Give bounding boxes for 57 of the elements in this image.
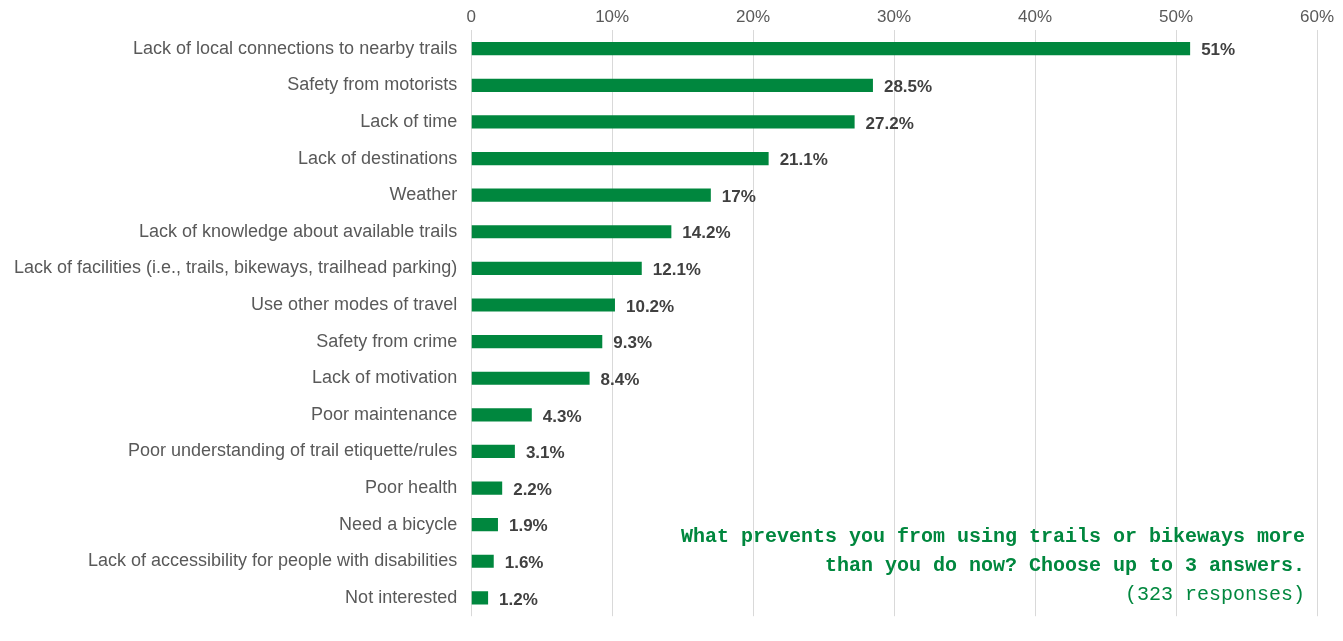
bar (471, 371, 590, 385)
text: What prevents you from using trails or bikeways more than you do now? Choose up to 3 answers. (679, 524, 1305, 579)
bar (471, 444, 515, 459)
bar (471, 554, 494, 568)
y-tick-label: Not interested (345, 586, 458, 607)
data-label: 3.1% (525, 443, 565, 463)
data-label: 14.2% (682, 223, 731, 243)
x-tick-label: 20% (736, 6, 771, 26)
bar (471, 298, 615, 312)
data-label: 51% (1201, 40, 1236, 60)
y-tick-label: Need a bicycle (339, 513, 458, 534)
data-label: 1.9% (508, 516, 548, 536)
bar (471, 335, 603, 349)
bar (471, 481, 503, 495)
bar (471, 591, 489, 605)
x-tick-label: 40% (1018, 6, 1053, 26)
y-tick-label: Poor maintenance (311, 403, 458, 424)
y-tick-label: Safety from motorists (287, 74, 458, 95)
data-label: 8.4% (600, 369, 640, 389)
bar (471, 408, 532, 422)
data-label: 21.1% (779, 150, 828, 170)
bar (471, 518, 498, 532)
text: (323 responses) (1123, 582, 1305, 608)
bar (471, 42, 1191, 56)
bar (471, 78, 873, 92)
data-label: 28.5% (883, 77, 933, 97)
y-tick-label: Lack of accessibility for people with disabilities (87, 550, 458, 571)
data-label: 17% (721, 186, 756, 206)
data-label: 27.2% (865, 113, 914, 133)
y-tick-label: Poor understanding of trail etiquette/rules (127, 440, 458, 461)
bar (471, 151, 769, 166)
data-label: 12.1% (652, 260, 701, 280)
bar (471, 188, 711, 202)
data-label: 2.2% (513, 479, 552, 499)
y-tick-label: Lack of facilities (i.e., trails, bikeways, trailhead parking) (13, 257, 458, 278)
y-tick-label: Safety from crime (316, 330, 458, 351)
y-tick-label: Weather (389, 184, 458, 205)
data-label: 10.2% (625, 296, 675, 316)
bar (471, 115, 855, 129)
y-tick-label: Lack of motivation (312, 367, 458, 388)
y-tick-label: Poor health (365, 477, 458, 498)
data-label: 1.2% (499, 589, 538, 609)
x-tick-label: 50% (1159, 6, 1194, 26)
x-tick-label: 10% (595, 6, 630, 26)
x-tick-label: 60% (1299, 6, 1335, 26)
bar (471, 261, 642, 275)
data-label: 4.3% (542, 406, 582, 426)
y-tick-label: Lack of local connections to nearby trails (132, 37, 458, 58)
bar (471, 225, 672, 239)
y-tick-label: Lack of time (360, 110, 458, 131)
y-tick-label: Lack of knowledge about available trails (138, 220, 458, 241)
x-tick-label: 0 (466, 6, 476, 26)
y-tick-label: Use other modes of travel (251, 293, 458, 314)
data-label: 1.6% (504, 552, 544, 572)
x-tick-label: 30% (877, 6, 912, 26)
data-label: 9.3% (613, 333, 653, 353)
y-tick-label: Lack of destinations (298, 147, 458, 168)
